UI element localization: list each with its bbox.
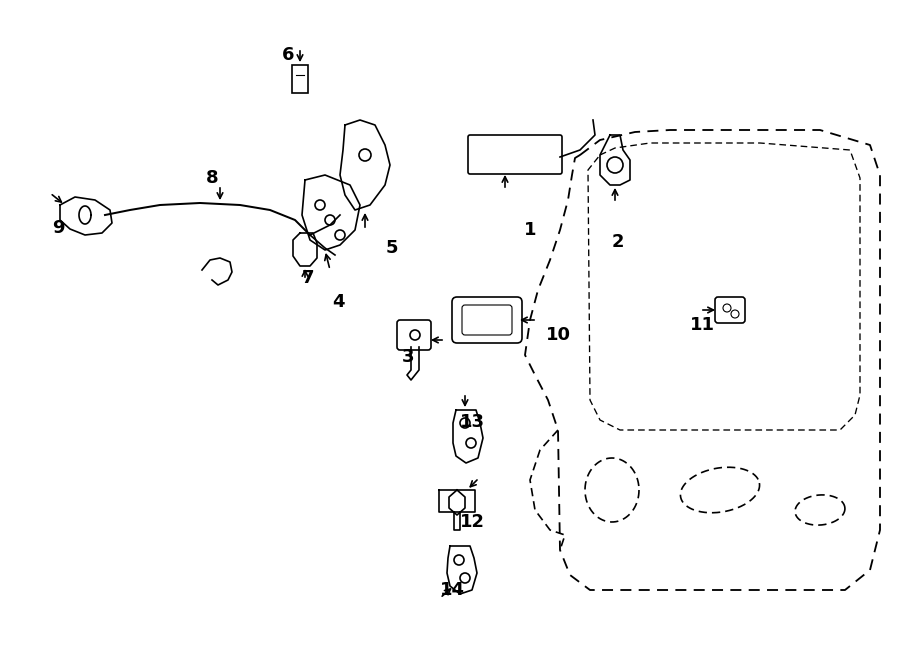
Bar (292, 65, 308, 93)
Text: 4: 4 (332, 293, 344, 311)
Text: 9: 9 (52, 219, 64, 237)
Text: 2: 2 (612, 233, 625, 251)
Text: 14: 14 (439, 581, 464, 599)
Text: 13: 13 (460, 413, 484, 431)
Text: 6: 6 (282, 46, 294, 64)
Text: 8: 8 (206, 169, 219, 187)
Text: 12: 12 (460, 513, 484, 531)
Text: 3: 3 (401, 348, 414, 366)
Text: 11: 11 (689, 316, 715, 334)
Text: 5: 5 (386, 239, 398, 257)
Text: 1: 1 (524, 221, 536, 239)
Text: 7: 7 (302, 269, 314, 287)
Text: 10: 10 (545, 326, 571, 344)
